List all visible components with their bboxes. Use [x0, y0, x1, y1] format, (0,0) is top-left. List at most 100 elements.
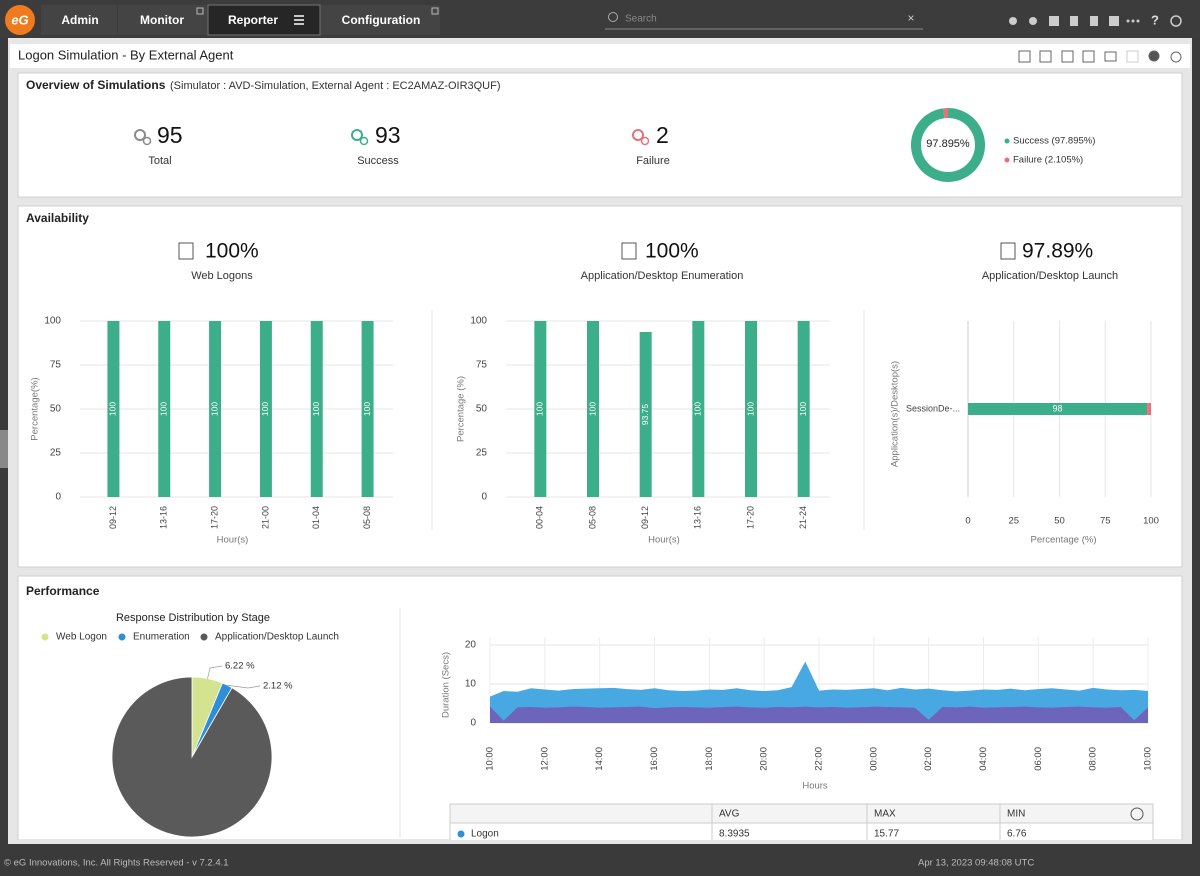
external-icon	[196, 7, 204, 15]
stat-icon	[640, 136, 650, 146]
stat-icon	[359, 136, 369, 146]
bar	[639, 332, 652, 497]
legend-dot	[41, 633, 49, 641]
bar	[587, 321, 599, 497]
table-row	[449, 822, 1154, 843]
table-header-cell: MAX	[874, 809, 896, 820]
stat-label: Failure	[636, 155, 670, 167]
footer-copyright: © eG Innovations, Inc. All Rights Reserv…	[4, 858, 229, 869]
legend-label: Application/Desktop Launch	[215, 632, 339, 643]
x-tick-label: 09-12	[640, 506, 650, 529]
x-tick-label: 08:00	[1088, 747, 1099, 771]
leader-line	[227, 684, 261, 689]
bar	[361, 321, 374, 497]
x-tick-label: 02:00	[923, 747, 934, 771]
bar	[310, 321, 323, 497]
table-menu[interactable]	[1130, 807, 1144, 821]
table-cell: 8.3935	[719, 829, 750, 840]
legend-label: Success (97.895%)	[1013, 136, 1095, 147]
x-tick-label: 14:00	[594, 747, 605, 771]
page-actions[interactable]	[1018, 50, 1182, 63]
area-series	[490, 706, 1148, 723]
bar-segment	[968, 403, 1148, 415]
bar-value-label: 100	[745, 402, 755, 416]
menu-icon[interactable]	[294, 15, 304, 25]
area-series	[490, 661, 1148, 723]
nav-tab[interactable]: Admin	[61, 13, 98, 27]
y-tick-label: 75	[476, 360, 488, 371]
kpi-value: 100%	[205, 240, 259, 263]
x-tick-label: 04:00	[978, 747, 989, 771]
side-toggle[interactable]	[0, 430, 8, 468]
bar-value-label: 100	[311, 402, 321, 416]
nav-tab[interactable]: Monitor	[140, 13, 184, 27]
pie-slice	[111, 676, 273, 838]
logo[interactable]	[5, 5, 35, 35]
y-axis-label: Percentage (%)	[456, 376, 467, 442]
leader-line	[207, 665, 223, 679]
x-axis-label: Hour(s)	[648, 535, 680, 546]
logo-mark: eG	[11, 12, 28, 27]
y-tick-label: 50	[476, 404, 488, 415]
y-axis-label: Application(s)/Desktop(s)	[890, 361, 901, 467]
kpi-value: 100%	[645, 240, 699, 263]
stat-icon	[134, 129, 146, 141]
nav-tab[interactable]: Configuration	[342, 13, 421, 27]
table-header-cell: AVG	[719, 809, 740, 820]
donut-hole	[921, 118, 975, 172]
y-axis-label: Percentage(%)	[30, 377, 41, 440]
tab-bg[interactable]	[321, 5, 440, 35]
x-tick-label: 50	[1054, 516, 1065, 527]
donut-center-label: 97.895%	[926, 138, 970, 150]
nav-tab[interactable]: Reporter	[228, 13, 278, 27]
kpi-icon	[178, 242, 194, 260]
table-cell: 6.76	[1007, 829, 1027, 840]
stat-icon	[142, 136, 152, 146]
y-tick-label: 20	[465, 640, 477, 651]
search-input[interactable]: Search	[625, 14, 657, 25]
bar	[797, 321, 810, 497]
bar	[107, 321, 120, 497]
tab-bg[interactable]	[118, 5, 207, 35]
footer	[0, 844, 1200, 876]
stat-value: 93	[375, 122, 401, 148]
kpi-label: Application/Desktop Launch	[982, 270, 1118, 282]
y-tick-label: 100	[470, 316, 487, 327]
bar-value-label: 100	[362, 402, 372, 416]
search-clear[interactable]: ×	[907, 11, 914, 25]
bar	[692, 321, 705, 497]
stat-label: Total	[148, 155, 171, 167]
y-tick-label: 25	[50, 448, 62, 459]
x-axis-label: Percentage (%)	[1030, 535, 1096, 546]
bar	[259, 321, 272, 497]
bar-segment	[1147, 403, 1151, 415]
table-row-name: Logon	[471, 829, 499, 840]
section-title: Performance	[26, 584, 100, 598]
x-tick-label: 0	[965, 516, 970, 527]
availability-panel	[17, 205, 1183, 568]
toolbar-icons[interactable]: ?	[1009, 12, 1182, 27]
search-icon	[608, 12, 618, 22]
legend-label: Failure (2.105%)	[1013, 155, 1083, 166]
kpi-icon	[1000, 242, 1016, 260]
tab-bg[interactable]	[41, 5, 117, 35]
external-icon	[431, 7, 439, 15]
x-axis-label: Hour(s)	[217, 535, 249, 546]
bar-value-label: 100	[260, 402, 270, 416]
page-title: Logon Simulation - By External Agent	[18, 47, 234, 62]
bar-value-label: 100	[108, 402, 118, 416]
table-cell: 15.77	[874, 829, 899, 840]
pie-value-label: 2.12 %	[263, 681, 293, 692]
footer-timestamp: Apr 13, 2023 09:48:08 UTC	[918, 858, 1034, 869]
section-title: Availability	[26, 211, 89, 225]
y-tick-label: 25	[476, 448, 488, 459]
x-tick-label: 100	[1143, 516, 1159, 527]
bar	[209, 321, 222, 497]
x-tick-label: 05-08	[587, 506, 597, 529]
bar-value-label: 93.75	[640, 404, 650, 426]
section-subtitle: (Simulator : AVD-Simulation, External Ag…	[170, 80, 501, 92]
y-tick-label: 10	[465, 679, 477, 690]
x-tick-label: 05-08	[362, 506, 372, 529]
bar-value-label: 100	[587, 402, 597, 416]
